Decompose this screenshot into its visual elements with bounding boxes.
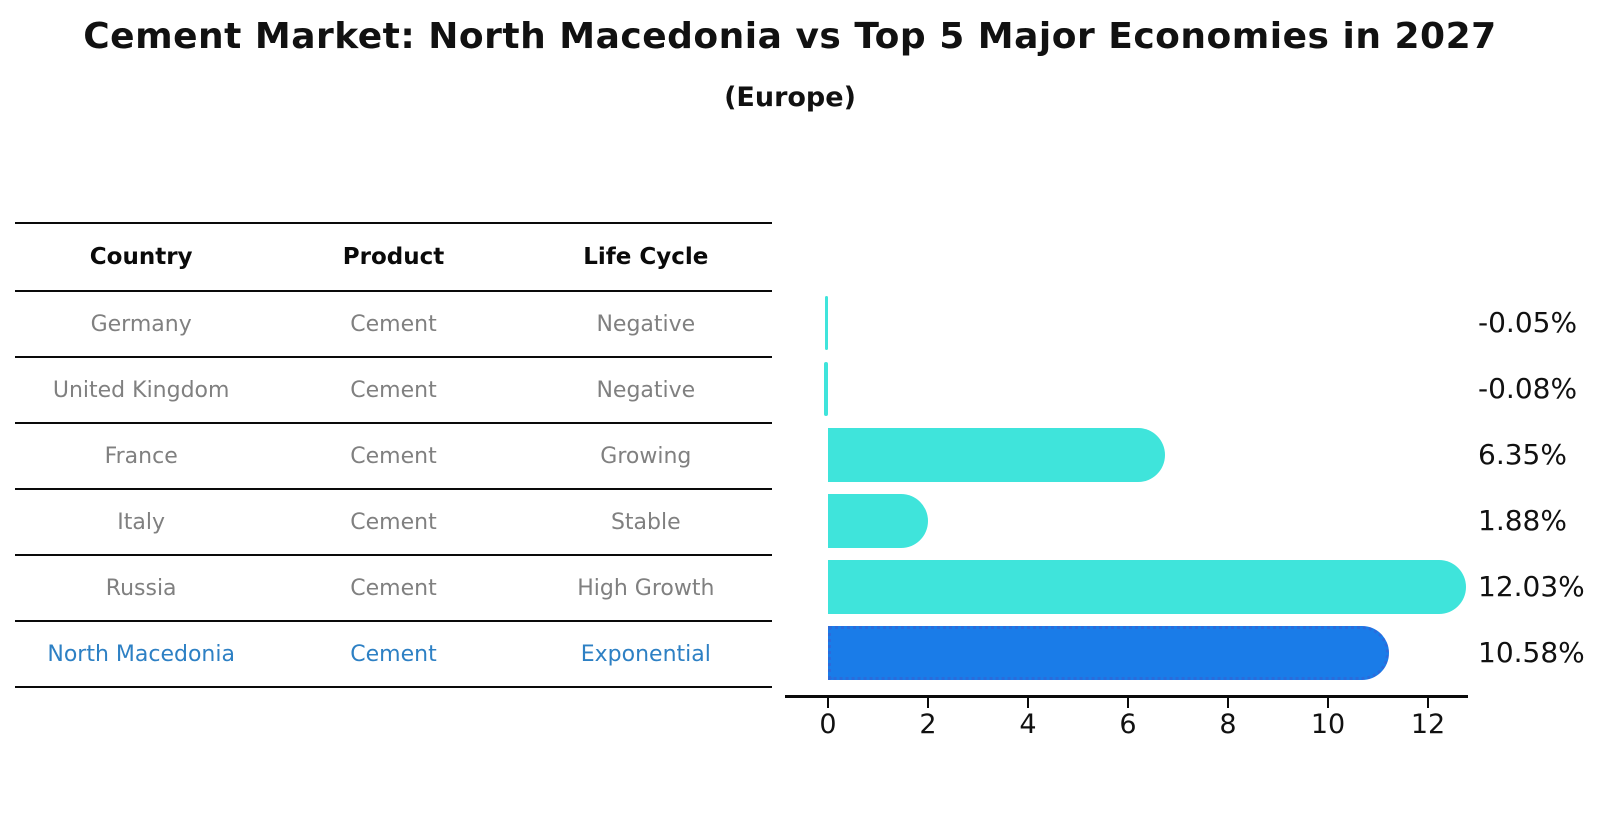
table-row-russia: Russia Cement High Growth: [15, 556, 772, 622]
value-label-russia: 12.03%: [1478, 570, 1585, 603]
bar-france: [828, 428, 1165, 482]
x-tick-label-10: 10: [1310, 709, 1346, 740]
cell-lifecycle: Growing: [600, 443, 692, 469]
column-header-lifecycle: Life Cycle: [583, 244, 709, 270]
cell-product: Cement: [350, 575, 437, 601]
cell-country: United Kingdom: [52, 377, 230, 403]
table-row-france: France Cement Growing: [15, 424, 772, 490]
cell-country: France: [104, 443, 178, 469]
value-label-united-kingdom: -0.08%: [1478, 372, 1578, 405]
cell-lifecycle: Negative: [596, 311, 696, 337]
cell-product: Cement: [350, 377, 437, 403]
x-tick-12: [1427, 698, 1429, 708]
x-tick-8: [1227, 698, 1229, 708]
table-body: Germany Cement Negative United Kingdom Cemen…: [15, 292, 772, 688]
bar-russia: [828, 560, 1466, 614]
bar-north-macedonia: [828, 626, 1389, 680]
cell-product: Cement: [350, 641, 437, 667]
cell-product: Cement: [350, 311, 437, 337]
cell-country: Germany: [90, 311, 192, 337]
bar-united-kingdom: [824, 362, 828, 416]
cell-lifecycle: High Growth: [577, 575, 715, 601]
chart-title: Cement Market: North Macedonia vs Top 5 …: [83, 16, 1497, 57]
x-tick-2: [927, 698, 929, 708]
x-tick-label-8: 8: [1219, 709, 1237, 740]
table-row-north-macedonia: North Macedonia Cement Exponential: [15, 622, 772, 688]
table-row-germany: Germany Cement Negative: [15, 292, 772, 358]
table-row-united-kingdom: United Kingdom Cement Negative: [15, 358, 772, 424]
cell-country: Italy: [117, 509, 166, 535]
x-tick-0: [827, 698, 829, 708]
bar-germany: [825, 296, 828, 350]
chart-subtitle: (Europe): [724, 82, 856, 113]
table-row-italy: Italy Cement Stable: [15, 490, 772, 556]
country-table: Country Product Life Cycle Germany Cement…: [15, 222, 772, 688]
column-header-country: Country: [89, 244, 193, 270]
value-label-italy: 1.88%: [1478, 504, 1567, 537]
cell-product: Cement: [350, 443, 437, 469]
x-tick-4: [1027, 698, 1029, 708]
value-label-germany: -0.05%: [1478, 306, 1578, 339]
cell-country: Russia: [105, 575, 177, 601]
cell-lifecycle: Negative: [596, 377, 696, 403]
x-tick-6: [1127, 698, 1129, 708]
bar-italy: [828, 494, 928, 548]
table-header-row: Country Product Life Cycle: [15, 224, 772, 292]
value-label-north-macedonia: 10.58%: [1478, 636, 1585, 669]
x-axis-line: [785, 695, 1468, 698]
x-tick-10: [1327, 698, 1329, 708]
value-label-france: 6.35%: [1478, 438, 1567, 471]
cell-lifecycle: Exponential: [580, 641, 711, 667]
x-tick-label-2: 2: [919, 709, 937, 740]
x-tick-label-0: 0: [819, 709, 837, 740]
cell-product: Cement: [350, 509, 437, 535]
x-tick-label-12: 12: [1410, 709, 1446, 740]
x-tick-label-4: 4: [1019, 709, 1037, 740]
cell-country: North Macedonia: [47, 641, 235, 667]
cell-lifecycle: Stable: [610, 509, 681, 535]
column-header-product: Product: [342, 244, 445, 270]
x-tick-label-6: 6: [1119, 709, 1137, 740]
